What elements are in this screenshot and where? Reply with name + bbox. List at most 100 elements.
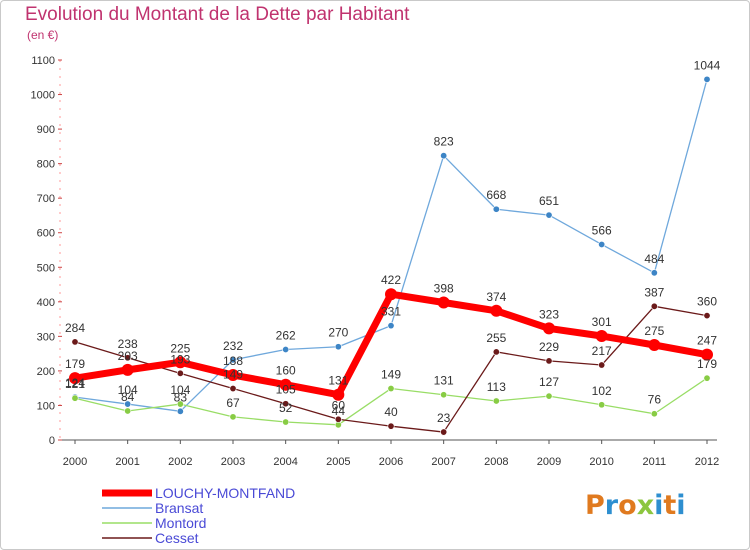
data-label: 387 <box>644 285 664 299</box>
data-point <box>229 413 237 421</box>
x-tick-label: 2008 <box>484 456 508 468</box>
x-tick-label: 2005 <box>326 456 350 468</box>
logo-letter: x <box>636 490 655 521</box>
data-point <box>492 397 500 405</box>
y-tick-label: 1000 <box>31 90 55 102</box>
data-point <box>176 407 184 415</box>
data-point <box>492 205 500 213</box>
data-point <box>545 392 553 400</box>
data-label: 484 <box>644 252 664 266</box>
data-label: 284 <box>65 321 85 335</box>
data-label: 360 <box>697 295 717 309</box>
data-point <box>703 75 711 83</box>
data-point <box>332 388 345 401</box>
x-tick-label: 2011 <box>643 456 667 468</box>
y-tick-label: 300 <box>37 331 55 343</box>
y-tick-label: 900 <box>37 124 55 136</box>
data-point <box>174 356 187 369</box>
data-label: 323 <box>539 307 559 321</box>
legend-label: LOUCHY-MONTFAND <box>155 485 295 501</box>
data-point <box>334 343 342 351</box>
data-label: 668 <box>486 188 506 202</box>
x-tick-label: 2001 <box>115 456 139 468</box>
data-point <box>229 356 237 364</box>
data-point <box>598 401 606 409</box>
chart-title: Evolution du Montant de la Dette par Hab… <box>25 4 410 25</box>
data-label: 238 <box>118 337 138 351</box>
data-point <box>279 378 292 391</box>
data-label: 23 <box>437 411 451 425</box>
data-label: 275 <box>644 324 664 338</box>
data-label: 105 <box>276 383 296 397</box>
data-label: 331 <box>381 305 401 319</box>
data-point <box>703 374 711 382</box>
y-tick-label: 600 <box>37 228 55 240</box>
legend-label: Cesset <box>155 530 199 546</box>
data-point <box>650 410 658 418</box>
data-label: 149 <box>223 368 243 382</box>
x-tick-label: 2009 <box>537 456 561 468</box>
data-label: 422 <box>381 273 401 287</box>
data-point <box>701 348 713 361</box>
logo-letter: t <box>663 490 677 521</box>
x-tick-label: 2007 <box>431 456 455 468</box>
data-label: 232 <box>223 339 243 353</box>
data-label: 67 <box>226 396 240 410</box>
data-label: 160 <box>276 364 296 378</box>
logo-letter: i <box>676 490 686 521</box>
data-label: 398 <box>434 282 454 296</box>
x-tick-label: 2010 <box>589 456 613 468</box>
data-label: 127 <box>539 375 559 389</box>
data-label: 823 <box>434 135 454 149</box>
data-label: 374 <box>486 290 506 304</box>
x-tick-label: 2000 <box>63 456 87 468</box>
data-point <box>490 304 503 317</box>
data-point <box>124 407 132 415</box>
data-label: 121 <box>65 377 85 391</box>
data-label: 225 <box>170 341 190 355</box>
data-point <box>121 363 134 376</box>
data-point <box>492 348 500 356</box>
data-point <box>650 302 658 310</box>
data-point <box>227 369 239 382</box>
data-label: 179 <box>65 357 85 371</box>
data-label: 44 <box>332 404 346 418</box>
logo-letter: P <box>585 490 605 521</box>
data-label: 255 <box>486 331 506 345</box>
y-tick-label: 800 <box>37 159 55 171</box>
data-label: 193 <box>170 352 190 366</box>
y-tick-label: 200 <box>37 366 55 378</box>
y-tick-label: 0 <box>49 435 55 447</box>
data-point <box>387 385 395 393</box>
data-label: 40 <box>384 405 398 419</box>
data-label: 229 <box>539 340 559 354</box>
data-point <box>703 312 711 320</box>
logo-letter: r <box>604 490 619 521</box>
data-label: 203 <box>118 349 138 363</box>
data-label: 1044 <box>694 58 721 72</box>
data-label: 651 <box>539 194 559 208</box>
data-label: 76 <box>648 393 662 407</box>
data-label: 270 <box>328 326 348 340</box>
data-point <box>282 418 290 426</box>
proxiti-logo: Proxiti <box>585 490 686 521</box>
logo-letter: i <box>654 490 664 521</box>
y-tick-label: 700 <box>37 193 55 205</box>
data-label: 262 <box>276 328 296 342</box>
data-point <box>385 288 397 301</box>
data-label: 83 <box>174 390 188 404</box>
data-point <box>69 372 81 385</box>
data-point <box>229 385 237 393</box>
logo-letter: o <box>618 490 637 521</box>
data-label: 566 <box>592 223 612 237</box>
data-label: 104 <box>170 383 190 397</box>
data-label: 102 <box>592 384 612 398</box>
data-label: 179 <box>697 357 717 371</box>
data-label: 188 <box>223 354 243 368</box>
data-label: 301 <box>592 315 612 329</box>
data-point <box>124 400 132 408</box>
